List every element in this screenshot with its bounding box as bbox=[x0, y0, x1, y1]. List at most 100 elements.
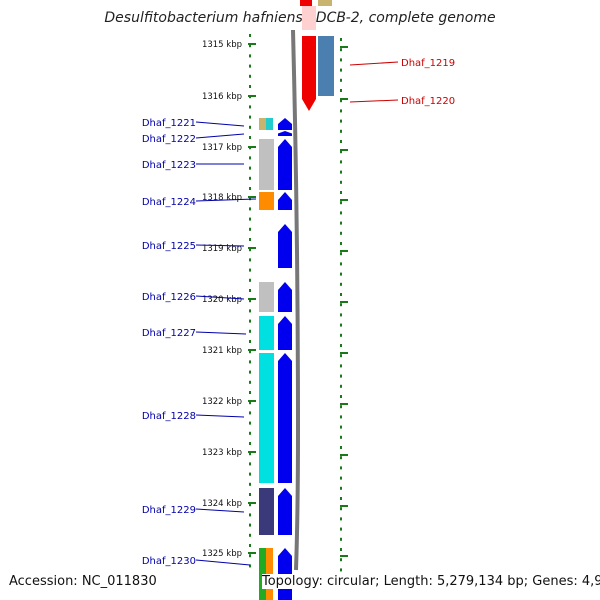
cds-arrow bbox=[278, 353, 292, 483]
tick-label: 1319 kbp bbox=[202, 244, 242, 254]
major-tick bbox=[248, 43, 256, 45]
major-tick bbox=[340, 250, 348, 252]
tick-labels: 1315 kbp 1316 kbp 1317 kbp 1318 kbp 1319 kbp… bbox=[202, 40, 242, 559]
tick-dot bbox=[340, 201, 342, 205]
tick-label: 1320 kbp bbox=[202, 295, 242, 305]
tick-dot bbox=[340, 456, 342, 460]
tick-dot bbox=[340, 262, 342, 266]
tick-dot bbox=[340, 374, 342, 378]
gene-label-forward: Dhaf_1224 bbox=[142, 197, 196, 208]
tick-dot bbox=[340, 558, 342, 562]
tick-dot bbox=[249, 248, 251, 252]
tick-dot bbox=[340, 364, 342, 368]
leader-line bbox=[195, 559, 251, 566]
tick-dot bbox=[249, 34, 251, 37]
major-tick bbox=[248, 247, 256, 249]
gene-label-forward: Dhaf_1223 bbox=[142, 160, 196, 171]
tick-dot bbox=[340, 415, 342, 419]
tick-dot bbox=[340, 231, 342, 235]
cds-arrow bbox=[278, 118, 292, 130]
tick-dot bbox=[249, 289, 251, 292]
major-tick bbox=[340, 352, 348, 354]
major-tick bbox=[248, 146, 256, 148]
major-tick bbox=[248, 552, 256, 554]
tick-dot bbox=[340, 395, 342, 398]
tick-dot bbox=[340, 405, 342, 409]
tick-dot bbox=[249, 54, 251, 58]
gene-label-forward: Dhaf_1221 bbox=[142, 118, 196, 129]
gene-body bbox=[302, 6, 316, 30]
tick-dot bbox=[249, 503, 251, 507]
tick-label: 1321 kbp bbox=[202, 346, 242, 356]
tick-dot bbox=[340, 191, 342, 194]
tick-dot bbox=[249, 166, 251, 170]
tick-dot bbox=[249, 125, 251, 129]
tick-dot bbox=[249, 513, 251, 517]
tick-dot bbox=[340, 568, 342, 572]
tick-dot bbox=[249, 462, 251, 466]
tick-dot bbox=[340, 548, 342, 551]
gene-label-forward: Dhaf_1222 bbox=[142, 134, 196, 145]
tick-dot bbox=[249, 74, 251, 78]
tick-dot bbox=[249, 482, 251, 486]
leader-line bbox=[195, 295, 245, 300]
tick-dot bbox=[340, 425, 342, 429]
major-tick bbox=[340, 199, 348, 201]
leader-line bbox=[195, 414, 245, 418]
tick-dot bbox=[249, 238, 251, 241]
tick-dot bbox=[340, 313, 342, 317]
tick-dot bbox=[340, 170, 342, 174]
tick-dot bbox=[249, 207, 251, 211]
tick-dot bbox=[249, 442, 251, 445]
tick-dot bbox=[340, 476, 342, 480]
tick-dot bbox=[249, 380, 251, 384]
cds-arrow bbox=[278, 131, 292, 136]
major-tick bbox=[340, 98, 348, 100]
tick-dot bbox=[249, 340, 251, 343]
tick-dot bbox=[340, 38, 342, 41]
tick-dot bbox=[249, 299, 251, 303]
tick-dot bbox=[249, 187, 251, 190]
tick-dot bbox=[340, 527, 342, 531]
tick-dot bbox=[249, 278, 251, 282]
tick-dot bbox=[340, 129, 342, 133]
leader-line bbox=[195, 133, 245, 139]
tick-dot bbox=[249, 85, 251, 88]
cds-arrow bbox=[278, 192, 292, 210]
tick-dot bbox=[249, 411, 251, 415]
tick-dot bbox=[249, 309, 251, 313]
tick-dot bbox=[249, 329, 251, 333]
tick-dot bbox=[340, 211, 342, 215]
major-tick bbox=[340, 403, 348, 405]
tick-dot bbox=[249, 268, 251, 272]
leader-line bbox=[349, 61, 399, 66]
tick-label: 1315 kbp bbox=[202, 40, 242, 50]
tick-marks bbox=[248, 34, 348, 572]
leader-line bbox=[195, 198, 257, 202]
leader-line bbox=[195, 331, 247, 335]
tick-dot bbox=[249, 564, 251, 568]
reverse-genes bbox=[300, 0, 334, 111]
tick-dot bbox=[249, 258, 251, 262]
tick-dot bbox=[340, 323, 342, 327]
tick-dot bbox=[249, 360, 251, 364]
tick-dot bbox=[340, 89, 342, 92]
tick-dot bbox=[249, 44, 251, 48]
gene-body bbox=[259, 131, 274, 136]
major-tick bbox=[340, 505, 348, 507]
leader-line bbox=[195, 121, 245, 127]
tick-dot bbox=[340, 497, 342, 500]
tick-dot bbox=[249, 350, 251, 354]
tick-dot bbox=[249, 319, 251, 323]
tick-dot bbox=[249, 64, 251, 68]
tick-dot bbox=[340, 517, 342, 521]
tick-dot bbox=[249, 105, 251, 109]
major-tick bbox=[340, 555, 348, 557]
cds-arrow bbox=[278, 224, 292, 268]
tick-dot bbox=[249, 523, 251, 527]
cds-arrow bbox=[278, 282, 292, 312]
gene-label-reverse: Dhaf_1220 bbox=[401, 96, 455, 107]
gene-body bbox=[300, 0, 312, 6]
major-tick bbox=[248, 400, 256, 402]
gene-body bbox=[318, 0, 332, 6]
